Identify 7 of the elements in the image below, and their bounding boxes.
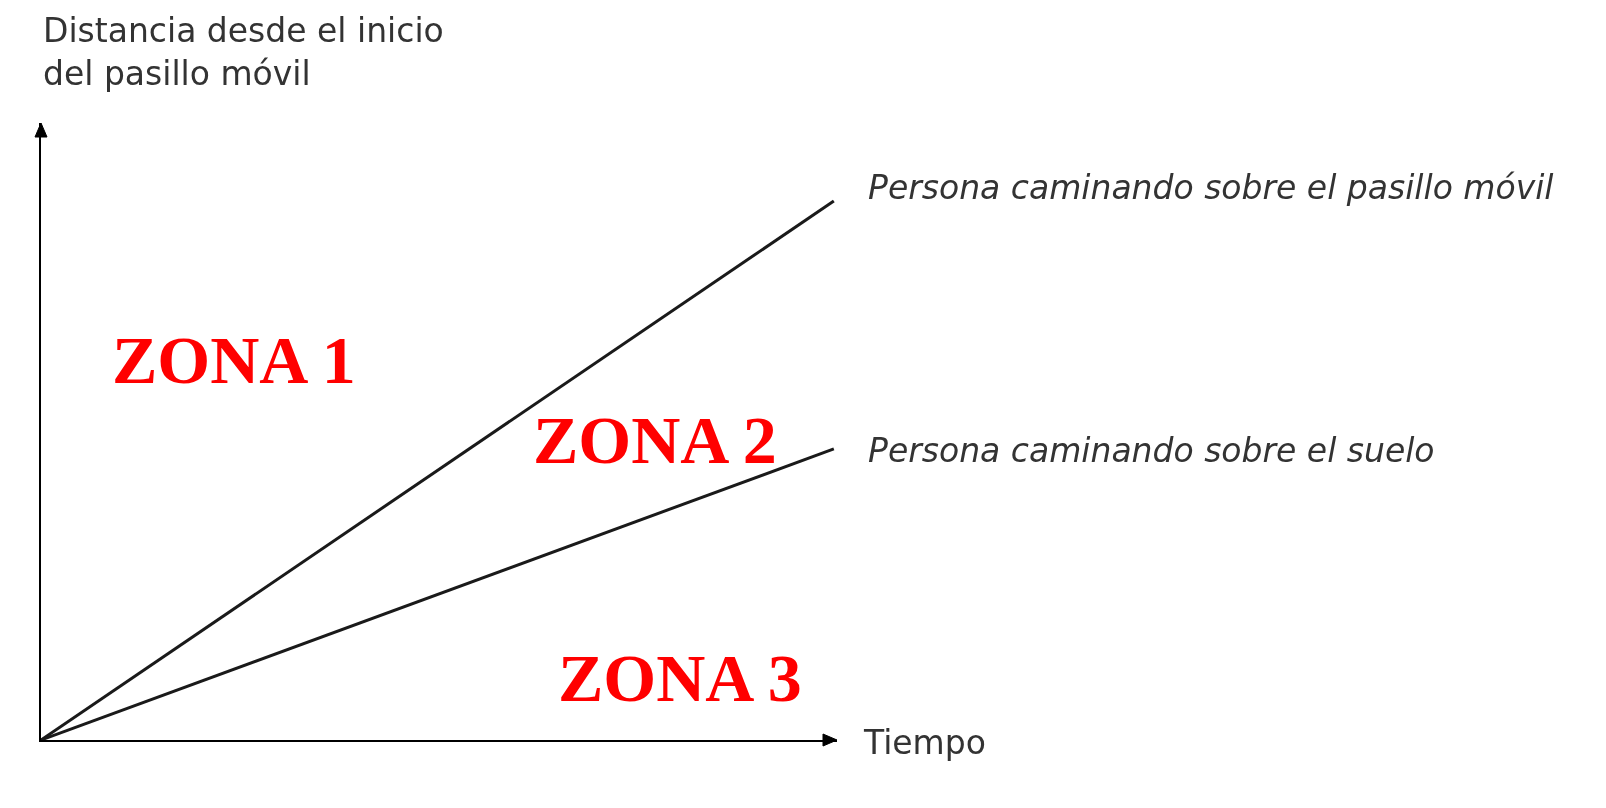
- x-axis-title: Tiempo: [863, 723, 986, 762]
- series-label: Persona caminando sobre el suelo: [868, 431, 1435, 470]
- annotation: ZONA 1: [112, 322, 356, 398]
- y-axis-title: Distancia desde el inicio del pasillo móvil: [43, 11, 444, 93]
- annotation: ZONA 2: [533, 402, 777, 478]
- annotation: ZONA 3: [558, 640, 802, 716]
- series-label: Persona caminando sobre el pasillo móvil: [868, 168, 1554, 207]
